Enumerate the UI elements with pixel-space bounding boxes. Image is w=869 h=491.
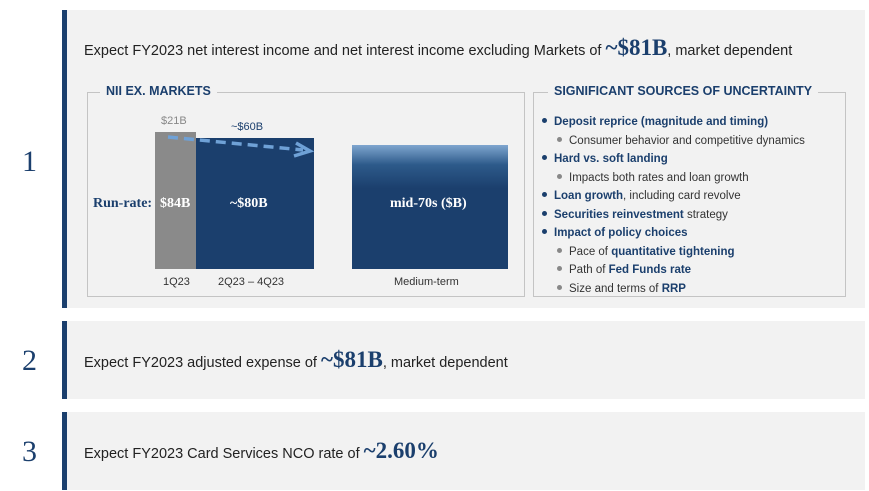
- uncertainty-item-deposit-reprice: Deposit reprice (magnitude and timing): [542, 113, 805, 132]
- bar-1q23-label: $84B: [160, 196, 191, 211]
- xlabel-2q23-4q23: 2Q23 – 4Q23: [218, 276, 285, 288]
- expense-guidance-value: ~$81B: [321, 347, 383, 372]
- nco-guidance-text: Expect FY2023 Card Services NCO rate of …: [84, 438, 439, 463]
- xlabel-medium-term: Medium-term: [394, 276, 459, 288]
- guidance-panel-nco: Expect FY2023 Card Services NCO rate of …: [62, 412, 865, 490]
- guidance-panel-expense: Expect FY2023 adjusted expense of ~$81B,…: [62, 321, 865, 399]
- uncertainty-subitem-fed-funds: Path of Fed Funds rate: [542, 261, 805, 280]
- uncertainty-item-securities-reinvestment: Securities reinvestment strategy: [542, 206, 805, 225]
- nii-chart-box: NII EX. MARKETS Run-rate: $21B ~$60B $84…: [87, 84, 525, 297]
- run-rate-arrow: [167, 135, 315, 158]
- uncertainty-item-loan-growth: Loan growth, including card revolve: [542, 187, 805, 206]
- uncertainty-subitem-consumer-behavior: Consumer behavior and competitive dynami…: [542, 132, 805, 151]
- item-number-2: 2: [22, 344, 37, 377]
- bar-1q23-top-label: $21B: [161, 115, 187, 127]
- uncertainty-box: SIGNIFICANT SOURCES OF UNCERTAINTY Depos…: [533, 84, 846, 298]
- bar-2q23-4q23: ~$80B: [196, 138, 314, 269]
- run-rate-label: Run-rate:: [93, 196, 153, 211]
- bar-medium-term: mid-70s ($B): [352, 145, 508, 269]
- bar-rest-top-label: ~$60B: [231, 121, 264, 133]
- uncertainty-item-policy-choices: Impact of policy choices: [542, 224, 805, 243]
- item-number-1: 1: [22, 145, 37, 178]
- uncertainty-item-hard-soft-landing: Hard vs. soft landing: [542, 150, 805, 169]
- item-number-3: 3: [22, 435, 37, 468]
- expense-guidance-text: Expect FY2023 adjusted expense of ~$81B,…: [84, 347, 508, 372]
- nii-guidance-value: ~$81B: [605, 35, 668, 60]
- uncertainty-subitem-qt: Pace of quantitative tightening: [542, 243, 805, 262]
- uncertainty-title: SIGNIFICANT SOURCES OF UNCERTAINTY: [548, 84, 819, 98]
- guidance-panel-nii: Expect FY2023 net interest income and ne…: [62, 10, 865, 308]
- bar-2q23-4q23-label: ~$80B: [230, 196, 268, 211]
- xlabel-1q23: 1Q23: [163, 276, 190, 288]
- uncertainty-subitem-rates-loan-growth: Impacts both rates and loan growth: [542, 169, 805, 188]
- bar-medium-term-label: mid-70s ($B): [390, 196, 467, 211]
- uncertainty-list: Deposit reprice (magnitude and timing) C…: [542, 113, 805, 298]
- nco-guidance-value: ~2.60%: [363, 438, 439, 463]
- nii-chart-title: NII EX. MARKETS: [100, 84, 217, 98]
- nii-guidance-text: Expect FY2023 net interest income and ne…: [84, 35, 793, 60]
- bar-1q23: $84B: [155, 132, 196, 269]
- uncertainty-subitem-rrp: Size and terms of RRP: [542, 280, 805, 299]
